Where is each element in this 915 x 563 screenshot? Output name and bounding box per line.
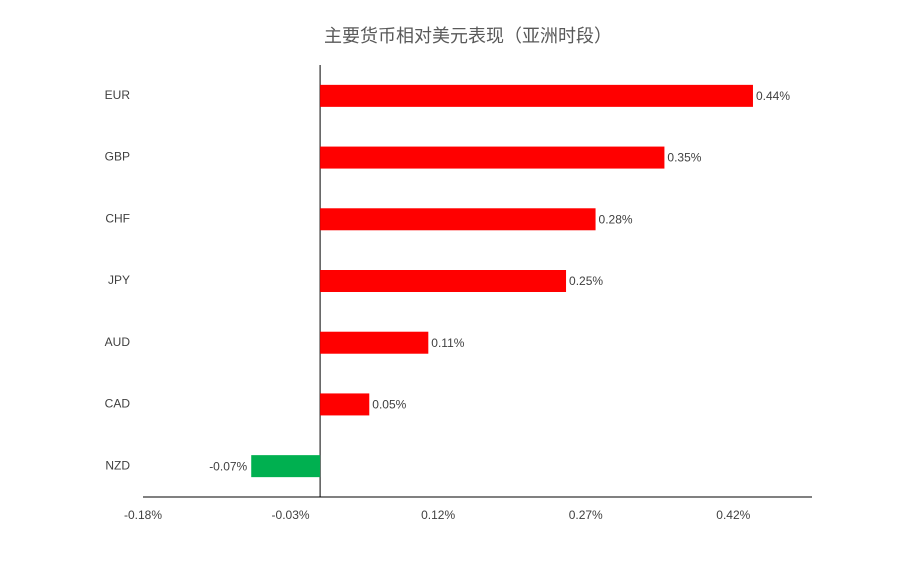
value-label: 0.44% (756, 89, 790, 103)
y-tick-label: CHF (105, 211, 130, 225)
bar (251, 455, 321, 478)
bar (320, 331, 429, 354)
bar (320, 393, 370, 416)
y-tick-label: CAD (105, 397, 131, 411)
value-label: 0.35% (667, 151, 701, 165)
value-label: 0.28% (599, 212, 633, 226)
bar (320, 146, 665, 169)
x-tick-label: 0.27% (569, 508, 603, 522)
bar (320, 270, 567, 292)
y-tick-label: JPY (108, 273, 130, 287)
x-tick-label: -0.03% (272, 508, 310, 522)
x-tick-label: -0.18% (124, 508, 162, 522)
y-tick-label: NZD (105, 458, 130, 472)
value-label: 0.05% (372, 398, 406, 412)
bar (320, 208, 596, 231)
chart-title: 主要货币相对美元表现（亚洲时段） (324, 26, 612, 47)
value-label: 0.11% (431, 336, 464, 350)
y-tick-label: EUR (105, 88, 131, 102)
y-tick-label: AUD (105, 335, 131, 349)
y-tick-label: GBP (105, 150, 130, 164)
bar (320, 84, 753, 107)
x-tick-label: 0.12% (421, 508, 455, 522)
value-label: -0.07% (209, 459, 247, 473)
value-label: 0.25% (569, 274, 603, 288)
x-tick-label: 0.42% (716, 508, 750, 522)
